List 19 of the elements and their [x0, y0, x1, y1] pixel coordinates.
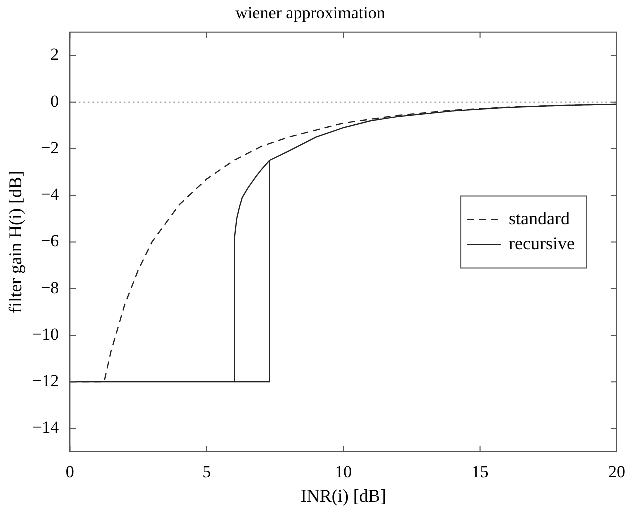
y-tick-label: 2: [50, 45, 60, 64]
legend-label: standard: [509, 208, 570, 228]
x-tick-label: 15: [472, 462, 489, 482]
y-tick-label: −10: [32, 324, 60, 344]
y-tick-label: −14: [32, 418, 60, 438]
x-tick-label: 10: [335, 462, 352, 482]
x-tick-label: 5: [202, 462, 212, 482]
x-tick-label: 20: [608, 462, 626, 482]
y-tick-label: −6: [41, 232, 60, 251]
x-tick-label: 0: [66, 462, 74, 482]
y-tick-label: −8: [41, 278, 60, 298]
y-tick-label: −12: [32, 372, 60, 391]
y-tick-label: 0: [50, 92, 60, 111]
x-axis-title: INR(i) [dB]: [300, 486, 386, 506]
legend-label: recursive: [509, 233, 576, 254]
y-tick-label: −2: [41, 138, 60, 158]
y-axis-title: filter gain H(i) [dB]: [6, 170, 26, 314]
y-tick-label: −4: [41, 185, 60, 204]
chart-title: wiener approximation: [236, 4, 386, 23]
